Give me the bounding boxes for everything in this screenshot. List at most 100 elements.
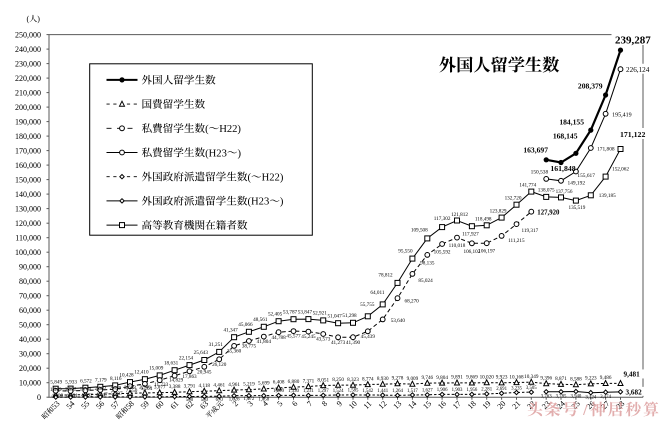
svg-text:500: 500 bbox=[186, 398, 194, 403]
svg-text:2: 2 bbox=[231, 399, 240, 408]
svg-text:163,697: 163,697 bbox=[523, 145, 548, 154]
svg-text:7,371: 7,371 bbox=[303, 378, 315, 384]
svg-text:150,538: 150,538 bbox=[531, 169, 549, 175]
svg-text:3,682: 3,682 bbox=[626, 389, 643, 397]
svg-text:51,047: 51,047 bbox=[327, 313, 342, 319]
svg-text:9,923: 9,923 bbox=[496, 375, 508, 381]
svg-text:4,961: 4,961 bbox=[228, 382, 240, 388]
svg-text:200,000: 200,000 bbox=[15, 103, 41, 112]
svg-text:3,388: 3,388 bbox=[169, 384, 181, 390]
svg-text:): ) bbox=[238, 148, 242, 159]
svg-text:50,000: 50,000 bbox=[19, 320, 41, 329]
svg-text:3,077: 3,077 bbox=[154, 385, 166, 391]
svg-text:3,235: 3,235 bbox=[511, 386, 522, 391]
svg-text:195,419: 195,419 bbox=[612, 112, 632, 118]
svg-text:9,486: 9,486 bbox=[600, 375, 612, 381]
svg-text:230,000: 230,000 bbox=[15, 59, 41, 68]
svg-text:3,505: 3,505 bbox=[526, 386, 537, 391]
svg-text:45,066: 45,066 bbox=[238, 322, 253, 328]
svg-text:240,000: 240,000 bbox=[15, 45, 41, 54]
svg-text:20,000: 20,000 bbox=[19, 364, 41, 373]
svg-text:25,643: 25,643 bbox=[194, 350, 209, 356]
svg-text:5: 5 bbox=[275, 399, 284, 408]
svg-text:8,051: 8,051 bbox=[317, 377, 329, 383]
svg-text:1,906: 1,906 bbox=[437, 388, 448, 393]
svg-text:H22): H22) bbox=[262, 173, 284, 184]
svg-text:1,524: 1,524 bbox=[333, 389, 344, 394]
svg-text:1,231: 1,231 bbox=[303, 389, 314, 394]
svg-text:52,405: 52,405 bbox=[268, 311, 283, 317]
svg-text:1,072: 1,072 bbox=[244, 397, 255, 402]
svg-text:53,847: 53,847 bbox=[298, 309, 313, 315]
svg-text:6: 6 bbox=[290, 399, 299, 408]
svg-text:2,281: 2,281 bbox=[481, 388, 492, 393]
svg-text:2,429: 2,429 bbox=[109, 386, 121, 392]
svg-text:98,135: 98,135 bbox=[420, 260, 435, 266]
svg-text:109,508: 109,508 bbox=[411, 228, 428, 234]
svg-text:51,298: 51,298 bbox=[342, 313, 357, 319]
svg-text:(: ( bbox=[205, 124, 209, 135]
svg-text:4: 4 bbox=[261, 399, 270, 408]
svg-text:9,481: 9,481 bbox=[624, 371, 641, 379]
svg-text:9,396: 9,396 bbox=[540, 375, 552, 381]
svg-text:5,933: 5,933 bbox=[65, 379, 77, 385]
svg-text:11,733: 11,733 bbox=[154, 382, 168, 388]
svg-text:123,829: 123,829 bbox=[490, 209, 507, 215]
svg-text:8,930: 8,930 bbox=[377, 376, 389, 382]
svg-text:1,369: 1,369 bbox=[50, 387, 62, 393]
svg-text:(: ( bbox=[248, 173, 252, 184]
svg-text:130,000: 130,000 bbox=[15, 204, 41, 213]
svg-text:1,209: 1,209 bbox=[273, 389, 284, 394]
svg-text:10,428: 10,428 bbox=[119, 372, 134, 378]
svg-text:1,297: 1,297 bbox=[318, 389, 329, 394]
svg-text:22,154: 22,154 bbox=[179, 355, 194, 361]
svg-text:670: 670 bbox=[216, 398, 224, 403]
svg-text:168,145: 168,145 bbox=[553, 132, 578, 141]
svg-text:150,000: 150,000 bbox=[15, 175, 41, 184]
svg-text:9: 9 bbox=[335, 399, 344, 408]
svg-text:64,011: 64,011 bbox=[370, 290, 384, 296]
svg-text:4,692: 4,692 bbox=[81, 392, 93, 398]
svg-text:190,000: 190,000 bbox=[15, 117, 41, 126]
svg-text:110,018: 110,018 bbox=[449, 243, 466, 249]
svg-text:100,000: 100,000 bbox=[15, 248, 41, 257]
svg-text:7,179: 7,179 bbox=[95, 378, 107, 384]
svg-text:3,785: 3,785 bbox=[556, 395, 567, 400]
svg-text:9,746: 9,746 bbox=[421, 375, 433, 381]
svg-text:250,000: 250,000 bbox=[15, 30, 41, 39]
svg-text:30,000: 30,000 bbox=[19, 349, 41, 358]
svg-text:78,812: 78,812 bbox=[378, 273, 393, 279]
svg-text:105,592: 105,592 bbox=[434, 250, 451, 256]
svg-text:1,058: 1,058 bbox=[258, 397, 269, 402]
svg-text:80,000: 80,000 bbox=[19, 277, 41, 286]
svg-text:210,000: 210,000 bbox=[15, 88, 41, 97]
svg-text:141,774: 141,774 bbox=[519, 183, 536, 189]
svg-text:139,185: 139,185 bbox=[599, 193, 616, 199]
svg-text:171,808: 171,808 bbox=[597, 147, 615, 153]
svg-text:140,000: 140,000 bbox=[15, 190, 41, 199]
svg-text:9,223: 9,223 bbox=[585, 376, 597, 382]
svg-text:26,120: 26,120 bbox=[212, 362, 227, 368]
svg-text:41,347: 41,347 bbox=[223, 327, 238, 333]
svg-text:0: 0 bbox=[37, 393, 41, 402]
svg-text:117,927: 117,927 bbox=[462, 231, 479, 237]
svg-text:111,215: 111,215 bbox=[508, 238, 525, 244]
svg-text:14,829: 14,829 bbox=[169, 378, 184, 384]
svg-text:220,000: 220,000 bbox=[15, 74, 41, 83]
svg-text:8,774: 8,774 bbox=[362, 376, 374, 382]
svg-text:1,542: 1,542 bbox=[362, 389, 373, 394]
svg-text:1,517: 1,517 bbox=[407, 389, 418, 394]
svg-text:3,124: 3,124 bbox=[585, 396, 596, 401]
svg-text:48,561: 48,561 bbox=[253, 317, 268, 323]
svg-text:18,631: 18,631 bbox=[164, 360, 179, 366]
svg-text:4,291: 4,291 bbox=[66, 393, 78, 399]
svg-text:11: 11 bbox=[362, 399, 374, 411]
svg-text:5,849: 5,849 bbox=[50, 380, 62, 386]
svg-text:40,000: 40,000 bbox=[19, 335, 41, 344]
svg-text:118,498: 118,498 bbox=[475, 216, 492, 222]
svg-text:106,102: 106,102 bbox=[463, 249, 480, 255]
svg-text:10,000: 10,000 bbox=[19, 378, 41, 387]
svg-text:4,118: 4,118 bbox=[199, 383, 211, 389]
svg-text:149,192: 149,192 bbox=[568, 181, 586, 187]
svg-text:8,250: 8,250 bbox=[332, 377, 344, 383]
